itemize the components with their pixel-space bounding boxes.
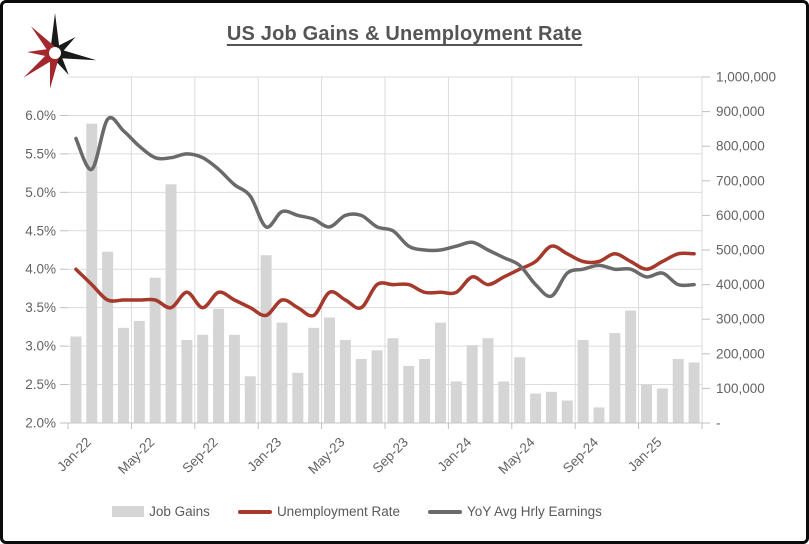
x-axis-label: Sep-23: [370, 435, 411, 476]
bar-Dec-22: [244, 376, 256, 423]
bar-Feb-24: [466, 345, 478, 423]
right-axis-label: 200,000: [716, 346, 765, 361]
bar-Feb-25: [656, 388, 668, 423]
chart-title-wrap: US Job Gains & Unemployment Rate: [3, 23, 806, 46]
bar-Feb-22: [86, 123, 98, 424]
legend-label: YoY Avg Hrly Earnings: [467, 504, 602, 519]
left-axis-label: 3.5%: [25, 300, 56, 315]
bar-Oct-24: [593, 407, 605, 423]
left-axis-label: 2.5%: [25, 377, 56, 392]
bar-May-22: [133, 320, 145, 423]
x-axis-label: May-24: [495, 434, 538, 477]
earnings-line-swatch-icon: [428, 509, 462, 514]
right-axis-label: 500,000: [716, 243, 765, 258]
bar-Apr-23: [308, 327, 320, 423]
bar-Apr-22: [117, 327, 129, 423]
bar-Mar-25: [672, 358, 684, 423]
bar-Jul-24: [545, 391, 557, 423]
right-axis-label: 600,000: [716, 208, 765, 223]
bar-Apr-24: [498, 381, 510, 423]
x-axis-label: Jan-23: [244, 435, 284, 475]
legend: Job Gains Unemployment Rate YoY Avg Hrly…: [37, 504, 677, 519]
x-axis-label: Jan-25: [625, 435, 665, 475]
unemployment-line-swatch-icon: [237, 509, 272, 514]
bar-Nov-23: [419, 358, 431, 423]
legend-label: Unemployment Rate: [276, 504, 400, 519]
bar-Jan-22: [70, 336, 82, 423]
bar-Jan-23: [260, 255, 272, 423]
bar-Jan-24: [450, 381, 462, 423]
bar-Jun-23: [339, 339, 351, 423]
bar-Jun-24: [530, 393, 542, 423]
bar-May-24: [514, 357, 526, 423]
left-axis-label: 3.0%: [25, 339, 56, 354]
x-axis-label: May-22: [115, 435, 157, 477]
left-axis-label: 4.5%: [25, 223, 56, 238]
unemployment-rate-line: [74, 244, 696, 318]
bar-Sep-22: [197, 334, 209, 423]
bar-Dec-24: [625, 310, 637, 423]
bar-Mar-22: [102, 251, 114, 423]
bar-Jul-22: [165, 184, 177, 423]
bar-May-23: [324, 317, 336, 423]
bar-Oct-22: [213, 308, 225, 423]
bar-Feb-23: [276, 322, 288, 423]
bar-Oct-23: [403, 365, 415, 423]
chart-canvas: 6.0% 5.5% 5.0% 4.5% 4.0% 3.5% 3.0% 2.5% 2.0% 1,00…: [25, 70, 776, 477]
x-axis-label: Sep-22: [179, 435, 220, 476]
x-axis-label: Sep-24: [560, 434, 602, 476]
job-gains-swatch-icon: [112, 506, 145, 517]
right-axis-label: 100,000: [716, 381, 765, 396]
right-axis-label: 300,000: [716, 312, 765, 327]
legend-item-unemployment-rate: Unemployment Rate: [237, 504, 400, 519]
left-axis-label: 5.0%: [25, 185, 56, 200]
right-axis-label: 800,000: [716, 139, 765, 154]
left-axis-label: 6.0%: [25, 108, 56, 123]
x-axis-label: Jan-24: [435, 434, 475, 474]
bar-Aug-22: [181, 339, 193, 423]
left-axis-label: 2.0%: [25, 416, 56, 431]
starburst-logo-icon: [23, 13, 97, 89]
bar-Sep-23: [387, 338, 399, 423]
x-axis-label: Jan-22: [54, 435, 94, 475]
bar-Jan-25: [641, 384, 653, 423]
bar-Mar-24: [482, 338, 494, 423]
bar-Sep-24: [577, 339, 589, 423]
legend-label: Job Gains: [149, 504, 210, 519]
left-axis-label: 4.0%: [25, 262, 56, 277]
bar-Nov-22: [228, 334, 240, 423]
right-axis-label: -: [716, 416, 721, 431]
x-axis-label: May-23: [305, 435, 347, 477]
bar-Aug-23: [371, 350, 383, 423]
chart-title: US Job Gains & Unemployment Rate: [226, 23, 583, 45]
right-axis-label: 700,000: [716, 173, 765, 188]
bar-Apr-25: [688, 362, 700, 423]
bar-Jun-22: [149, 277, 161, 423]
yoy-earnings-line: [74, 116, 696, 299]
legend-item-yoy-earnings: YoY Avg Hrly Earnings: [428, 504, 602, 519]
right-axis-label: 400,000: [716, 277, 765, 292]
left-axis-label: 5.5%: [25, 146, 56, 161]
bar-Nov-24: [609, 333, 621, 423]
legend-item-job-gains: Job Gains: [112, 504, 210, 519]
bar-Jul-23: [355, 358, 367, 423]
right-axis-label: 1,000,000: [716, 70, 776, 85]
bar-Aug-24: [561, 400, 573, 423]
bar-Dec-23: [434, 322, 446, 423]
bar-Mar-23: [292, 372, 304, 423]
right-axis-label: 900,000: [716, 104, 765, 119]
